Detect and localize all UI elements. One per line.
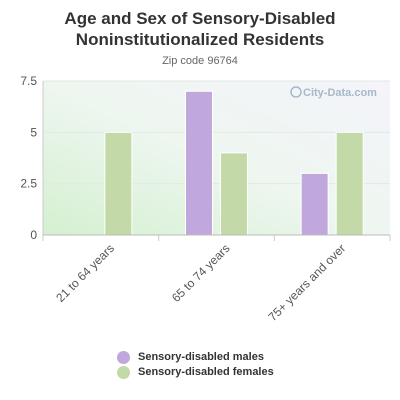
axes [42,81,391,241]
x-tick-label: 21 to 64 years [53,241,117,305]
legend-item-females: Sensory-disabled females [117,365,274,380]
chart-subtitle: Zip code 96764 [162,55,238,67]
bars [104,90,364,236]
y-tick-label: 7.5 [20,74,37,88]
legend-label-females: Sensory-disabled females [138,366,274,378]
legend-swatch-females [117,366,130,379]
bar [300,172,329,236]
x-tick-label: 65 to 74 years [169,241,233,305]
legend: Sensory-disabled males Sensory-disabled … [117,350,274,380]
grid-lines [43,80,390,185]
chart-title-line-2: Noninstitutionalized Residents [75,30,325,49]
chart-title-line-1: Age and Sex of Sensory-Disabled [64,9,336,28]
bar [220,152,248,236]
legend-label-males: Sensory-disabled males [138,351,264,363]
y-tick-label: 5 [30,125,37,139]
chart-title: Age and Sex of Sensory-Disabled Noninsti… [0,8,400,50]
bar [185,90,213,236]
legend-item-males: Sensory-disabled males [117,350,274,365]
watermark-text: City-Data.com [303,87,377,99]
x-tick-label: 75+ years and over [266,241,349,324]
y-tick-label: 0 [30,228,37,242]
watermark: City-Data.com [290,86,377,99]
plot-background [43,81,390,235]
legend-swatch-males [117,351,130,364]
bar [104,131,133,236]
y-tick-label: 2.5 [20,177,37,191]
bar [335,131,364,236]
